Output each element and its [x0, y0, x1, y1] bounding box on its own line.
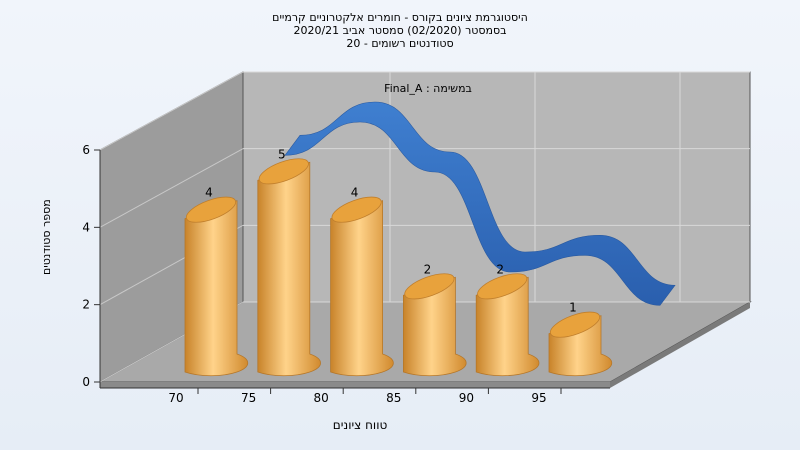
data-label-1: 5 [278, 147, 286, 161]
ribbon-series [284, 101, 676, 306]
bar-top-5 [549, 311, 601, 338]
bar-top-1 [258, 158, 309, 185]
y-tick-label-2: 4 [82, 220, 90, 234]
data-label-4: 2 [496, 262, 504, 276]
bar-3 [403, 273, 467, 377]
x-tick-label-3: 85 [386, 391, 401, 405]
bar-body-4 [475, 276, 540, 377]
axes [99, 150, 610, 389]
bar-top-2 [331, 196, 382, 223]
bar-top-4 [477, 273, 528, 300]
chart-title-line-2: בסמסטר (02/2020) סמסטר אביב 2020/21 [293, 24, 507, 37]
data-label-5: 1 [569, 301, 577, 315]
bar-5 [548, 311, 613, 377]
labels: 0 2 4 6 70 75 80 85 90 95 Final_A : במשימה 4 5 4 2 2 1 [82, 82, 576, 405]
y-tick-label-3: 6 [82, 143, 90, 157]
data-label-0: 4 [205, 186, 213, 200]
chart-title-line-1: היסטוגרמת ציונים בקורס - חומרים אלקטרוני… [272, 11, 528, 24]
bar-4 [475, 273, 540, 377]
grid-line-left-2 [99, 148, 244, 228]
bar-body-2 [330, 200, 394, 377]
x-tick-label-2: 80 [314, 391, 329, 405]
floor-right-edge [610, 302, 750, 388]
floor-front-edge [100, 382, 610, 388]
bar-top-3 [404, 273, 455, 300]
bar-0 [184, 196, 249, 377]
bar-top-0 [185, 196, 237, 223]
bar-body-1 [257, 161, 321, 377]
x-axis-label: טווח ציונים [332, 418, 388, 432]
data-label-3: 2 [424, 262, 432, 276]
bar-body-0 [184, 200, 249, 377]
x-tick-label-0: 70 [168, 391, 183, 405]
chart-title-line-3: סטודנטים רשומים - 20 [346, 37, 454, 50]
y-tick-label-0: 0 [82, 375, 90, 389]
y-tick-label-1: 2 [82, 298, 90, 312]
y-axis-label: מספר סטודנטים [40, 199, 53, 275]
x-tick-label-1: 75 [241, 391, 256, 405]
plot-subtitle: Final_A : במשימה [384, 82, 472, 95]
x-tick-label-4: 90 [459, 391, 474, 405]
bar-body-3 [403, 276, 467, 377]
bar-2 [330, 196, 394, 377]
ribbon-path [284, 101, 676, 306]
data-label-2: 4 [351, 186, 359, 200]
bar-series [184, 158, 613, 377]
grid-line-left-3 [99, 71, 244, 151]
bar-1 [257, 158, 321, 377]
x-tick-label-5: 95 [531, 391, 546, 405]
